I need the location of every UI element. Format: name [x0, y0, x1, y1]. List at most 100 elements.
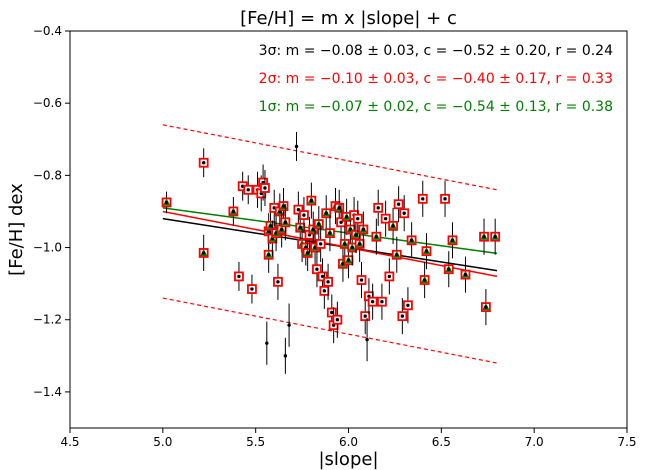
point-marker: [298, 225, 302, 230]
x-tick-label: 5.0: [153, 435, 172, 449]
point-marker: [281, 204, 286, 208]
data-point: [336, 204, 346, 241]
point-marker: [361, 227, 366, 232]
y-tick-label: −0.6: [33, 96, 62, 110]
data-point: [265, 321, 269, 365]
point-marker: [443, 197, 447, 201]
data-point: [380, 200, 391, 237]
data-point: [273, 263, 283, 300]
data-point: [234, 261, 244, 291]
point-marker: [328, 231, 332, 235]
data-point: [377, 283, 387, 320]
point-marker: [447, 267, 451, 271]
point-marker: [387, 274, 392, 279]
point-marker: [302, 213, 306, 217]
point-marker: [343, 242, 347, 246]
data-point: [440, 180, 450, 217]
data-point: [306, 182, 317, 219]
y-tick-label: −1.4: [33, 385, 62, 399]
x-tick-label: 6.0: [339, 435, 358, 449]
y-axis-label: [Fe/H] dex: [6, 183, 27, 276]
data-point: [490, 218, 501, 255]
x-tick-label: 5.5: [246, 435, 265, 449]
fit-annotations: 3σ: m = −0.08 ± 0.03, c = −0.52 ± 0.20, …: [259, 43, 613, 115]
data-point: [384, 258, 395, 295]
ticks: 4.5 5.0 5.5 6.0 6.5 7.0 7.5 −1.4 −1.2 −1.0 −0.8 −0.…: [33, 24, 637, 449]
point-marker: [356, 216, 360, 221]
point-marker: [317, 222, 321, 226]
x-tick-label: 4.5: [60, 435, 79, 449]
data-point: [480, 289, 491, 326]
data-point: [443, 251, 454, 288]
point-marker: [263, 186, 267, 190]
point-marker: [201, 251, 206, 255]
point-marker: [231, 209, 236, 214]
point-marker: [359, 278, 364, 282]
point-marker: [330, 310, 334, 315]
chart-title: [Fe/H] = m x |slope| + c: [240, 8, 457, 29]
point-marker: [324, 211, 328, 215]
data-point: [313, 206, 324, 243]
data-points: [161, 132, 501, 374]
data-point: [302, 234, 313, 272]
point-marker: [406, 303, 410, 307]
data-point: [358, 211, 369, 248]
data-point: [299, 197, 309, 234]
data-point: [332, 301, 343, 338]
point-marker: [450, 238, 455, 243]
point-marker: [380, 299, 384, 304]
data-point: [365, 317, 369, 362]
data-point: [419, 261, 430, 299]
point-marker: [376, 206, 380, 210]
data-point: [276, 211, 287, 248]
data-point: [460, 256, 471, 293]
data-point: [321, 195, 332, 232]
data-point: [247, 274, 257, 304]
point-marker: [354, 233, 358, 237]
y-tick-label: −0.8: [33, 168, 62, 182]
point-marker: [400, 314, 405, 318]
data-point: [360, 298, 371, 335]
data-point: [280, 204, 291, 241]
data-point: [397, 298, 408, 335]
point-marker: [309, 198, 314, 203]
y-tick-label: −1.0: [33, 241, 62, 255]
point-marker: [326, 280, 330, 284]
data-point: [283, 337, 288, 374]
data-point: [243, 175, 254, 205]
x-tick-label: 7.5: [617, 435, 636, 449]
point-marker: [276, 280, 280, 284]
data-point: [315, 225, 326, 262]
point-marker: [402, 211, 406, 215]
point-marker: [422, 278, 427, 282]
point-marker: [395, 253, 399, 257]
data-point: [198, 148, 209, 178]
point-marker: [463, 272, 468, 277]
data-point: [367, 283, 378, 320]
point-marker: [383, 216, 388, 221]
point-marker: [266, 253, 271, 257]
data-point: [371, 218, 382, 255]
data-point: [312, 251, 322, 288]
data-point: [198, 234, 209, 272]
data-point: [388, 207, 398, 244]
data-point: [479, 218, 489, 255]
point-marker: [370, 299, 375, 304]
point-marker: [344, 215, 349, 219]
point-marker: [421, 197, 425, 201]
fit-annotation-1: 3σ: m = −0.08 ± 0.03, c = −0.52 ± 0.20, …: [259, 43, 613, 59]
point-marker: [164, 200, 169, 205]
point-marker: [482, 235, 486, 239]
data-point: [323, 263, 333, 300]
data-point: [373, 189, 384, 226]
point-marker: [322, 289, 327, 293]
fit-annotation-3: 1σ: m = −0.07 ± 0.02, c = −0.54 ± 0.13, …: [259, 99, 613, 115]
data-point: [260, 169, 270, 207]
point-marker: [409, 238, 414, 243]
data-point: [391, 236, 402, 273]
data-point: [403, 287, 413, 324]
data-point: [287, 303, 291, 347]
data-point: [293, 191, 304, 228]
point-marker: [268, 224, 273, 228]
